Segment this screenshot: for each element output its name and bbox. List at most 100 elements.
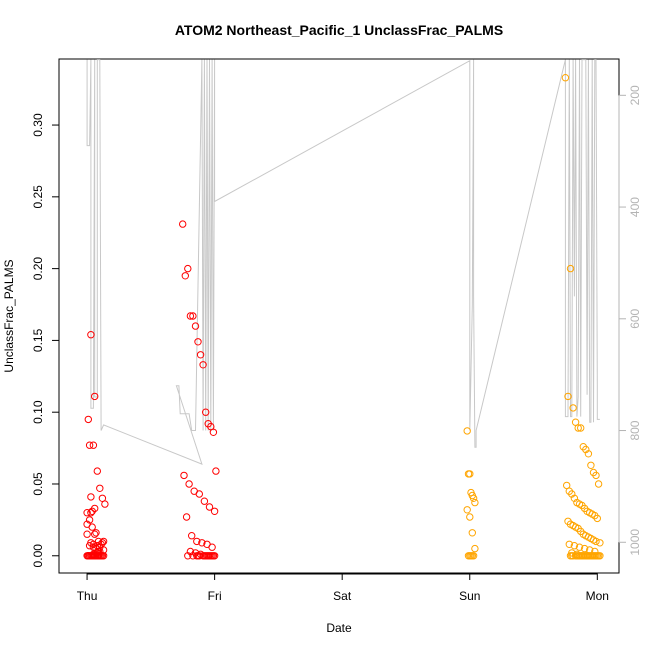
x-tick-label: Mon [586,589,609,603]
data-point [92,529,100,537]
data-point [200,497,209,505]
y2-tick-label: 800 [628,420,642,440]
data-point [583,552,591,560]
data-point [87,331,95,339]
data-point [468,552,476,560]
data-point [212,467,220,475]
data-point [91,530,99,538]
data-point [468,529,476,537]
data-point [466,470,474,478]
y2-line-layer [86,59,600,465]
x-axis-label: Date [326,621,352,635]
data-point [93,467,102,475]
data-point [101,500,109,508]
x-tick-label: Fri [208,589,222,603]
data-point [561,74,570,82]
y2-tick-label: 200 [628,85,642,105]
data-point [196,351,205,359]
data-point [574,424,582,432]
y2-tick-label: 600 [628,308,642,328]
data-point [565,540,573,548]
x-tick-label: Thu [77,589,98,603]
data-point [193,537,201,546]
data-point [184,264,192,273]
data-point [202,408,210,416]
data-point [210,507,219,515]
data-point [580,544,589,553]
data-point [466,552,474,560]
data-point [466,513,474,521]
data-point [570,542,579,550]
x-tick-label: Sun [459,589,480,603]
data-point [198,539,206,547]
data-point [91,504,99,513]
data-point [568,552,576,560]
data-point [85,441,94,449]
y-tick-label: 0.25 [31,185,45,209]
data-point [469,494,478,502]
data-point [471,544,479,553]
data-point [566,264,575,273]
data-point [179,220,187,228]
data-point [89,441,98,449]
data-point [199,361,207,369]
data-point [588,552,596,560]
y-tick-label: 0.10 [31,400,45,424]
data-point [570,494,579,502]
data-point [209,428,218,436]
data-point [85,516,94,524]
data-point [188,532,196,540]
y-tick-label: 0.05 [31,472,45,496]
data-point [96,484,104,492]
data-point [210,552,219,560]
y2-tick-label: 1000 [628,529,642,556]
data-point [593,514,601,523]
data-point [181,272,190,280]
data-point [564,392,572,401]
data-point [195,490,204,498]
data-point [189,312,197,320]
points-layer [83,74,604,560]
data-point [591,552,599,560]
x-axis: Thu Fri Sat Sun Mon [77,573,609,603]
plot-area [58,58,620,574]
data-point [584,450,593,458]
data-point [594,480,603,488]
data-point [592,471,600,480]
data-point [587,461,595,469]
data-point [471,498,479,507]
data-point [577,424,585,432]
data-point [463,506,471,514]
y2-tick-label: 400 [628,197,642,217]
data-point [98,552,107,560]
data-point [186,312,195,320]
data-point [208,543,216,551]
data-point [83,530,91,538]
data-point [91,392,99,401]
data-point [573,552,581,560]
data-point [180,471,188,480]
data-point [596,552,604,560]
data-point [88,523,96,531]
data-point [578,552,586,560]
data-point [592,537,600,546]
data-point [463,427,471,435]
data-point [184,552,192,560]
data-point [205,552,214,560]
data-point [87,509,95,517]
data-point [99,537,108,546]
data-point [205,503,214,511]
y-tick-label: 0.15 [31,328,45,352]
y-axis-label: UnclassFrac_PALMS [2,259,16,372]
data-point [569,404,577,412]
data-point [194,338,202,346]
data-point [596,539,604,547]
data-point [200,552,209,560]
y-tick-label: 0.20 [31,257,45,281]
data-point [85,542,94,550]
data-point [94,552,103,560]
plot-frame [58,58,620,574]
data-point [87,493,95,501]
data-point [580,552,589,560]
data-point [575,543,584,551]
